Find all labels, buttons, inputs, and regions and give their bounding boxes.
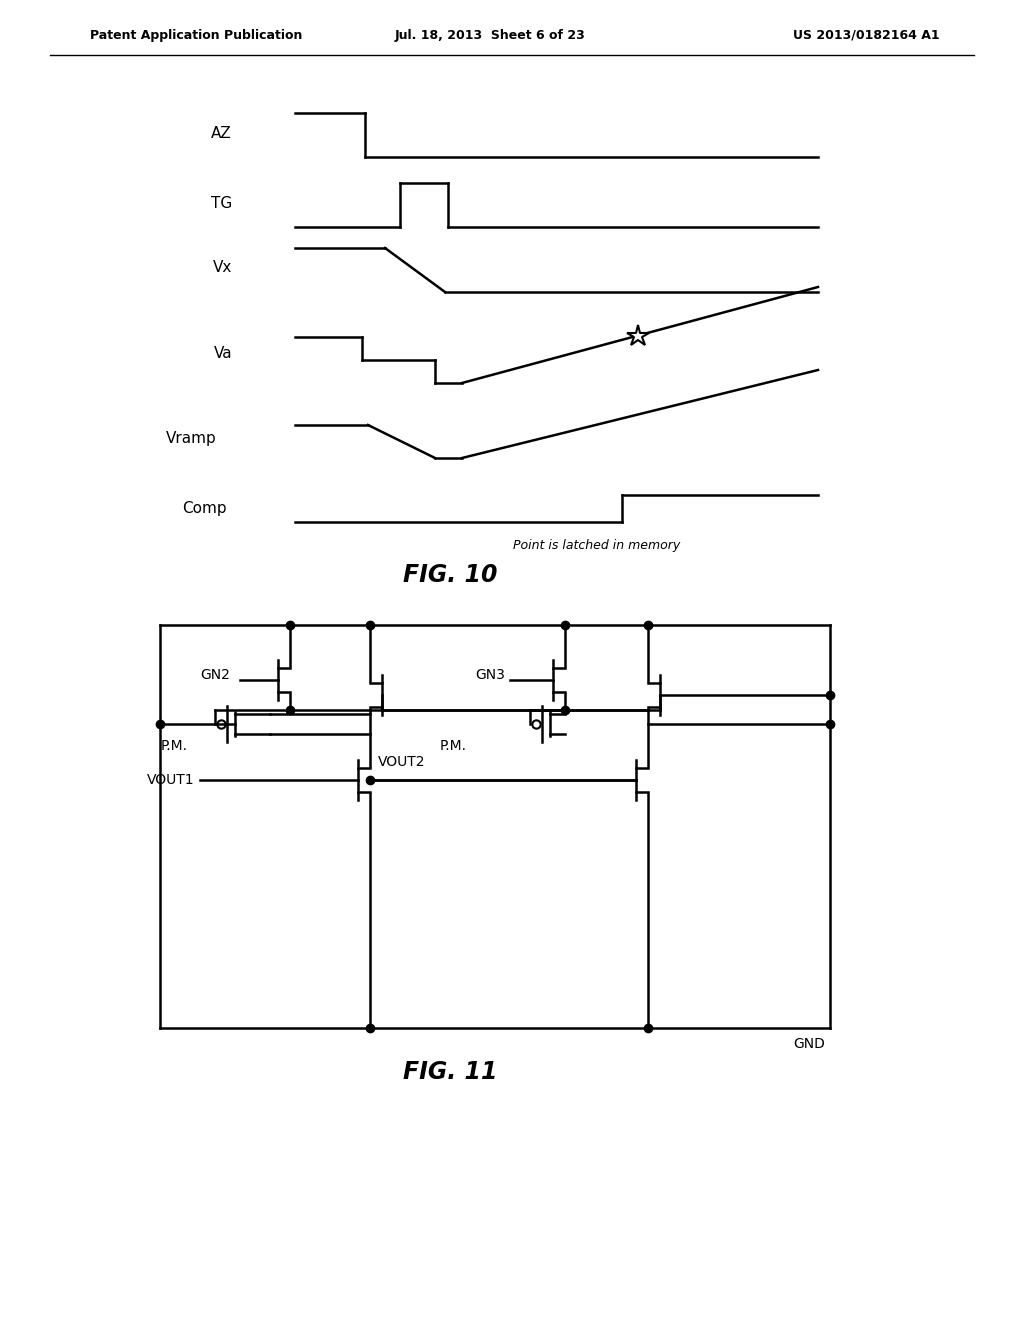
Text: Jul. 18, 2013  Sheet 6 of 23: Jul. 18, 2013 Sheet 6 of 23 <box>394 29 586 41</box>
Text: US 2013/0182164 A1: US 2013/0182164 A1 <box>794 29 940 41</box>
Text: GN3: GN3 <box>475 668 505 682</box>
Text: P.M.: P.M. <box>161 739 188 752</box>
Text: P.M.: P.M. <box>440 739 467 752</box>
Text: TG: TG <box>211 195 232 210</box>
Text: FIG. 11: FIG. 11 <box>402 1060 498 1084</box>
Text: VOUT2: VOUT2 <box>378 755 426 770</box>
Text: GN2: GN2 <box>200 668 230 682</box>
Text: Vx: Vx <box>213 260 232 276</box>
Text: AZ: AZ <box>211 125 232 140</box>
Text: Vramp: Vramp <box>166 430 217 446</box>
Text: Point is latched in memory: Point is latched in memory <box>513 539 680 552</box>
Text: Patent Application Publication: Patent Application Publication <box>90 29 302 41</box>
Text: Comp: Comp <box>182 500 227 516</box>
Text: Va: Va <box>213 346 232 360</box>
Text: VOUT1: VOUT1 <box>147 774 195 787</box>
Text: FIG. 10: FIG. 10 <box>402 564 498 587</box>
Text: GND: GND <box>794 1038 825 1051</box>
